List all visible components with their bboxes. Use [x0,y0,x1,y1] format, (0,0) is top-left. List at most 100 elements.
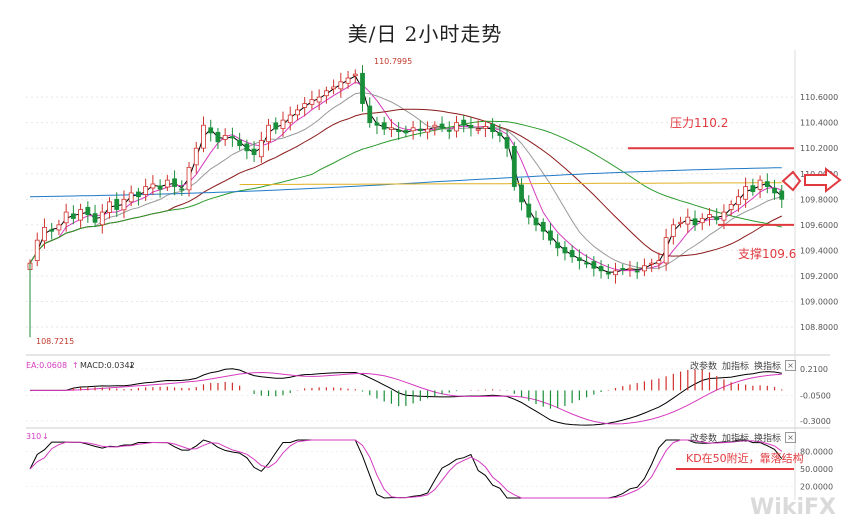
kdj-params-button[interactable]: 改参数 [690,434,718,444]
kdj-header-label: 310 [26,432,42,441]
candle-body [482,126,488,129]
candle-body [454,122,459,132]
candle-body [736,196,741,206]
macd-params-button[interactable]: 改参数 [690,362,718,372]
kdj-add-indicator-button[interactable]: 加指标 [722,434,750,444]
macd-up-arrow-icon: ↑ [72,361,79,370]
candle-body [201,124,206,149]
candle-body [360,72,365,104]
candle-body [70,213,76,219]
candle-body [707,214,712,218]
macd-dea-label: EA:0.0608 [26,361,68,370]
macd-panel: 0.2100 -0.0500 -0.3000 [30,365,831,426]
candle-body [425,128,430,133]
candle-body [475,128,481,131]
candle-body [92,213,98,223]
candle-body [555,242,561,249]
candle-body [164,179,170,188]
candle-body [316,96,322,103]
candle-body [692,218,698,226]
candle-body [85,206,91,216]
macd-dea-line [30,371,782,425]
candle-body [323,90,329,97]
candle-body [584,262,589,265]
candle-body [222,135,228,140]
candle-body [576,257,582,262]
y-tick-label: 109.4000 [800,246,838,255]
candle-body [251,148,257,156]
candle-body [352,73,358,77]
candle-body [757,179,763,190]
candle-body [345,77,351,84]
candle-body [338,81,344,90]
candle-body [121,198,127,211]
kdj-d-line [29,439,783,499]
candle-body [627,267,633,270]
high-price-label: 110.7995 [374,57,413,66]
candle-body [750,185,756,193]
y-tick-label: 109.0000 [800,297,838,306]
candle-body [569,250,575,258]
y-tick-label: 108.8000 [800,323,838,332]
candle-body [186,166,192,191]
candle-body [389,127,394,130]
candle-body [208,127,214,134]
candle-body [410,127,416,132]
candle-body [670,224,676,237]
candle-body [685,216,691,225]
candle-body [511,145,517,187]
chart-title: 美/日 2小时走势 [347,22,503,46]
candle-body [295,109,300,116]
candle-body [367,105,373,124]
candle-body [699,218,705,224]
candle-body [591,261,597,269]
candle-body [381,122,387,130]
candle-body [215,131,221,143]
candle-body [157,185,163,190]
candle-body [764,181,770,187]
candle-body [649,262,655,265]
candle-body [128,192,134,203]
macd-value-label: MACD:0.0342 [80,361,135,370]
candle-body [136,191,141,198]
candle-body [309,99,315,105]
candle-body [49,229,55,232]
candle-body [150,183,156,189]
macd-down-arrow-icon: ↓ [128,361,135,370]
candle-body [114,198,120,210]
candle-body [743,186,749,200]
candle-body [403,130,409,134]
kdj-close-icon[interactable]: × [785,432,796,443]
candle-body [548,230,553,241]
candle-body [237,139,243,147]
candle-body [605,272,611,275]
kdj-switch-indicator-button[interactable]: 换指标 [754,434,782,444]
candle-body [273,122,279,130]
candle-body [446,129,452,132]
macd-tick-label: -0.0500 [800,392,831,401]
candle-body [562,247,568,254]
macd-add-indicator-button[interactable]: 加指标 [722,362,750,372]
kdj-panel: 80.0000 50.0000 20.0000 [29,439,833,499]
candle-body [642,265,647,272]
kdj-tick-label: 20.0000 [800,482,833,491]
arrow-right-icon [804,166,842,194]
candle-body [63,211,69,224]
candle-body [99,211,105,226]
candle-body [42,227,47,242]
macd-tick-label: 0.2100 [800,365,828,374]
candle-body [497,132,503,136]
candle-body [663,237,669,264]
kd-annotation: KD在50附近，靠落结构 [686,452,804,465]
candle-body [634,270,640,273]
ma-line-200 [239,182,782,186]
candle-body [331,86,337,90]
candle-body [193,147,199,166]
candle-body [620,268,626,271]
watermark: WikiFX [750,495,836,520]
macd-switch-indicator-button[interactable]: 换指标 [754,362,782,372]
candle-body [78,209,83,221]
macd-close-icon[interactable]: × [785,360,796,371]
candle-body [280,119,286,129]
y-tick-label: 110.4000 [800,119,838,128]
